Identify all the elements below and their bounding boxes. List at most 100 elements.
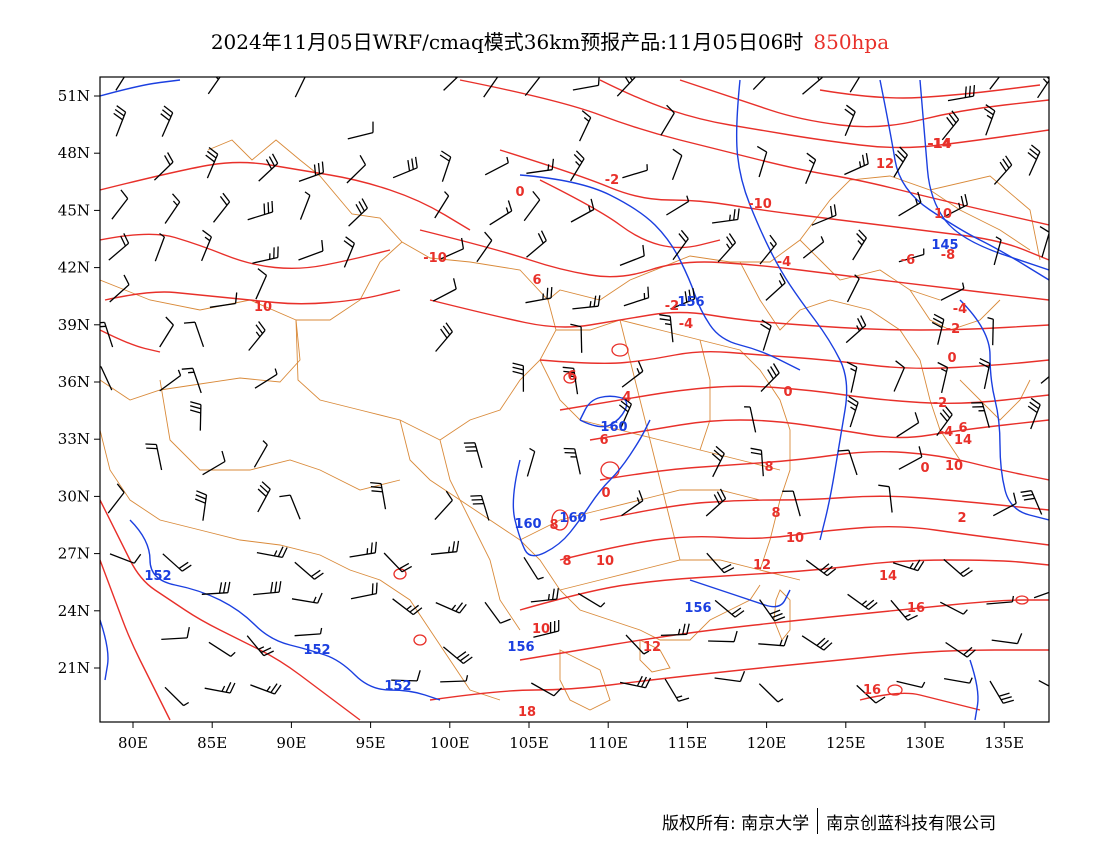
wind-barb bbox=[526, 447, 536, 477]
wind-barb bbox=[100, 365, 113, 391]
wind-barb bbox=[993, 236, 1002, 266]
wind-barb bbox=[986, 595, 1015, 605]
wind-barb bbox=[572, 77, 600, 91]
wind-barb bbox=[526, 230, 547, 258]
wind-barb bbox=[801, 635, 833, 651]
temperature-label: -14 bbox=[927, 137, 951, 152]
temperature-label: 4 bbox=[622, 390, 631, 405]
border-line bbox=[439, 439, 521, 631]
wind-barb bbox=[207, 77, 221, 95]
temperature-isoline bbox=[679, 79, 1049, 128]
temperature-closed-isoline bbox=[563, 372, 577, 384]
wind-barb bbox=[878, 484, 893, 513]
wind-barb bbox=[533, 620, 560, 638]
wind-barb bbox=[989, 680, 1014, 704]
wind-barb bbox=[670, 288, 696, 310]
height-isoline bbox=[879, 79, 1049, 281]
height-isoline bbox=[100, 79, 181, 97]
temperature-label: -2 bbox=[665, 299, 679, 314]
wind-barb bbox=[943, 558, 973, 578]
wind-barb bbox=[898, 446, 923, 470]
border-line bbox=[207, 139, 1041, 301]
wind-barb bbox=[347, 121, 374, 140]
map-axes: 80E 85E 90E 95E 100E 105E 110E 115E 120E 125E 130E… bbox=[58, 87, 1024, 752]
wind-barb bbox=[892, 559, 925, 572]
geopotential-contours bbox=[100, 79, 1049, 721]
wind-barb bbox=[370, 481, 387, 510]
wind-barb bbox=[253, 440, 268, 468]
wind-barb bbox=[212, 192, 231, 223]
height-isoline bbox=[100, 619, 109, 681]
wind-barb bbox=[1038, 680, 1049, 687]
wind-barb bbox=[392, 598, 423, 616]
temperature-isoline bbox=[499, 149, 1049, 261]
wind-barbs bbox=[100, 77, 1049, 707]
wind-barb bbox=[846, 361, 858, 393]
height-label: 160 bbox=[600, 420, 627, 435]
temperature-label: -10 bbox=[748, 197, 772, 212]
temperature-isoline bbox=[859, 692, 981, 711]
border-line bbox=[559, 649, 611, 711]
wind-barb bbox=[111, 189, 129, 220]
wind-barb bbox=[782, 490, 801, 517]
wind-barb bbox=[250, 683, 282, 695]
wind-barb bbox=[758, 683, 784, 703]
wind-barb bbox=[524, 77, 541, 96]
temperature-isoline bbox=[599, 495, 1049, 521]
plot-frame bbox=[99, 76, 1050, 723]
temperature-label: 8 bbox=[764, 460, 773, 475]
wind-barb bbox=[434, 490, 453, 521]
temperature-label: 8 bbox=[771, 506, 780, 521]
wind-barb bbox=[202, 450, 226, 476]
wind-barb bbox=[893, 146, 908, 178]
wind-barb bbox=[392, 156, 418, 179]
wind-barb bbox=[714, 599, 745, 618]
wind-barb bbox=[200, 229, 213, 262]
wind-barb bbox=[991, 633, 1023, 645]
height-isoline bbox=[579, 395, 628, 428]
y-tick-label: 36N bbox=[58, 373, 90, 391]
wind-barb bbox=[711, 445, 725, 478]
temperature-label: 18 bbox=[518, 705, 536, 720]
y-tick-label: 51N bbox=[58, 87, 90, 105]
y-tick-label: 33N bbox=[58, 430, 90, 448]
wind-barb bbox=[489, 200, 513, 226]
temperature-label: -6 bbox=[901, 253, 915, 268]
wind-barb bbox=[563, 447, 581, 475]
temperature-label: -4 bbox=[939, 425, 953, 440]
temperature-isoline bbox=[100, 233, 391, 270]
temperature-closed-isoline bbox=[413, 634, 427, 646]
temperature-isoline bbox=[429, 299, 1049, 331]
temperature-isoline bbox=[519, 559, 1049, 611]
temperature-isoline bbox=[539, 350, 1049, 370]
wind-barb bbox=[183, 321, 205, 348]
temperature-label: -2 bbox=[605, 173, 619, 188]
temperature-isoline bbox=[559, 385, 1049, 411]
wind-barb bbox=[523, 556, 544, 580]
wind-barb bbox=[349, 541, 377, 558]
wind-barb bbox=[350, 582, 378, 600]
height-isoline bbox=[689, 579, 791, 608]
wind-barb bbox=[936, 405, 953, 436]
wind-barb bbox=[944, 193, 969, 218]
wind-barb bbox=[298, 161, 325, 183]
temperature-isoline bbox=[459, 79, 1049, 226]
temperature-label: -10 bbox=[423, 251, 447, 266]
temperature-label: -14 bbox=[928, 137, 952, 152]
wind-barb bbox=[760, 363, 780, 392]
wind-barb bbox=[570, 198, 595, 223]
wind-barb bbox=[937, 361, 949, 394]
wind-barb bbox=[258, 153, 279, 182]
wind-barb bbox=[343, 236, 355, 268]
wind-barb bbox=[257, 481, 271, 513]
wind-barb bbox=[470, 494, 490, 521]
border-line bbox=[699, 339, 711, 451]
height-label: 156 bbox=[507, 640, 534, 655]
wind-barb bbox=[844, 152, 869, 176]
wind-barb bbox=[621, 490, 644, 517]
wind-barb bbox=[430, 540, 460, 555]
border-line bbox=[959, 379, 1031, 421]
wind-barb bbox=[483, 77, 499, 98]
temperature-isoline bbox=[104, 289, 401, 305]
